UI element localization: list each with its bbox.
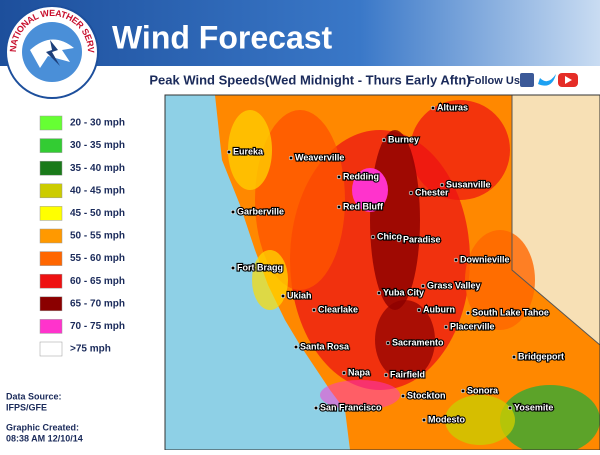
city-dot bbox=[453, 257, 459, 263]
city-label: Modesto bbox=[428, 414, 466, 424]
city-label: Red Bluff bbox=[343, 201, 384, 211]
header-banner bbox=[0, 0, 600, 66]
city-labels: Alturas Eureka Weaverville Burney Redding Che… bbox=[226, 101, 565, 425]
city-label: Garberville bbox=[237, 206, 284, 216]
created-label: Graphic Created: bbox=[6, 422, 79, 432]
city-label: Placerville bbox=[450, 321, 495, 331]
legend-label: >75 mph bbox=[70, 344, 111, 355]
city-label: San Francisco bbox=[320, 402, 382, 412]
city-dot bbox=[443, 324, 449, 330]
legend-swatch bbox=[39, 273, 63, 289]
legend-label: 60 - 65 mph bbox=[70, 276, 125, 287]
city-dot bbox=[280, 293, 286, 299]
legend-label: 30 - 35 mph bbox=[70, 140, 125, 151]
city-dot bbox=[439, 182, 445, 188]
legend-swatch bbox=[39, 183, 63, 199]
city-label: Yuba City bbox=[383, 287, 424, 297]
city-label: Susanville bbox=[446, 179, 491, 189]
city-dot bbox=[311, 307, 317, 313]
city-label: Yosemite bbox=[514, 402, 553, 412]
city-label: Bridgeport bbox=[518, 351, 564, 361]
legend-swatch bbox=[39, 160, 63, 176]
city-label: Eureka bbox=[233, 146, 264, 156]
facebook-icon[interactable] bbox=[520, 73, 534, 87]
city-dot bbox=[336, 174, 342, 180]
subtitle-bar bbox=[100, 68, 600, 92]
created: 08:38 AM 12/10/14 bbox=[6, 433, 83, 443]
source-label: Data Source: bbox=[6, 391, 62, 401]
city-label: Sonora bbox=[467, 385, 499, 395]
legend-swatch bbox=[39, 206, 63, 221]
follow-us: Follow Us: bbox=[468, 75, 524, 87]
city-label: Auburn bbox=[423, 304, 455, 314]
legend-label: 35 - 40 mph bbox=[70, 163, 125, 174]
city-dot bbox=[507, 405, 513, 411]
city-dot bbox=[336, 204, 342, 210]
city-label: Alturas bbox=[437, 102, 468, 112]
city-label: Napa bbox=[348, 367, 371, 377]
city-dot bbox=[511, 354, 517, 360]
city-dot bbox=[370, 234, 376, 240]
legend-label: 40 - 45 mph bbox=[70, 185, 125, 196]
city-dot bbox=[400, 393, 406, 399]
city-dot bbox=[421, 417, 427, 423]
city-dot bbox=[293, 344, 299, 350]
city-label: Clearlake bbox=[318, 304, 358, 314]
city-label: Fairfield bbox=[390, 369, 425, 379]
legend-label: 55 - 60 mph bbox=[70, 253, 125, 264]
city-label: Chico bbox=[377, 231, 403, 241]
city-label: Grass Valley bbox=[427, 280, 481, 290]
source: IFPS/GFE bbox=[6, 402, 47, 412]
city-dot bbox=[383, 372, 389, 378]
city-dot bbox=[396, 237, 402, 243]
city-dot bbox=[288, 155, 294, 161]
city-label: Santa Rosa bbox=[300, 341, 350, 351]
city-label: Downieville bbox=[460, 254, 510, 264]
city-dot bbox=[230, 265, 236, 271]
city-label: Sacramento bbox=[392, 337, 444, 347]
youtube-icon[interactable] bbox=[558, 73, 578, 87]
legend: 20 - 30 mph 30 - 35 mph 35 - 40 mph 40 - 45… bbox=[39, 115, 125, 357]
legend-swatch bbox=[39, 251, 63, 266]
city-label: Burney bbox=[388, 134, 419, 144]
city-dot bbox=[420, 283, 426, 289]
legend-swatch bbox=[39, 138, 63, 153]
city-label: Weaverville bbox=[295, 152, 344, 162]
city-dot bbox=[408, 190, 414, 196]
legend-label: 65 - 70 mph bbox=[70, 298, 125, 309]
legend-label: 50 - 55 mph bbox=[70, 231, 125, 242]
legend-swatch bbox=[39, 341, 63, 357]
city-dot bbox=[416, 307, 422, 313]
title: Wind Forecast bbox=[112, 19, 333, 55]
city-dot bbox=[226, 149, 232, 155]
city-dot bbox=[430, 105, 436, 111]
city-label: Ukiah bbox=[287, 290, 312, 300]
legend-swatch bbox=[39, 115, 63, 131]
city-dot bbox=[381, 137, 387, 143]
legend-swatch bbox=[39, 319, 63, 334]
city-dot bbox=[230, 209, 236, 215]
city-label: South Lake Tahoe bbox=[472, 307, 549, 317]
city-dot bbox=[460, 388, 466, 394]
city-dot bbox=[341, 370, 347, 376]
map bbox=[165, 95, 600, 450]
legend-label: 45 - 50 mph bbox=[70, 208, 125, 219]
city-label: Chester bbox=[415, 187, 449, 197]
legend-swatch bbox=[39, 296, 63, 312]
city-dot bbox=[385, 340, 391, 346]
legend-label: 20 - 30 mph bbox=[70, 118, 125, 129]
city-label: Fort Bragg bbox=[237, 262, 283, 272]
city-dot bbox=[465, 310, 471, 316]
legend-swatch bbox=[39, 228, 63, 244]
city-label: Redding bbox=[343, 171, 379, 181]
legend-label: 70 - 75 mph bbox=[70, 321, 125, 332]
city-label: Paradise bbox=[403, 234, 441, 244]
city-dot bbox=[313, 405, 319, 411]
subtitle: Peak Wind Speeds(Wed Midnight - Thurs Ea… bbox=[149, 72, 470, 87]
twitter-icon[interactable] bbox=[538, 74, 556, 86]
city-dot bbox=[376, 290, 382, 296]
city-label: Stockton bbox=[407, 390, 446, 400]
